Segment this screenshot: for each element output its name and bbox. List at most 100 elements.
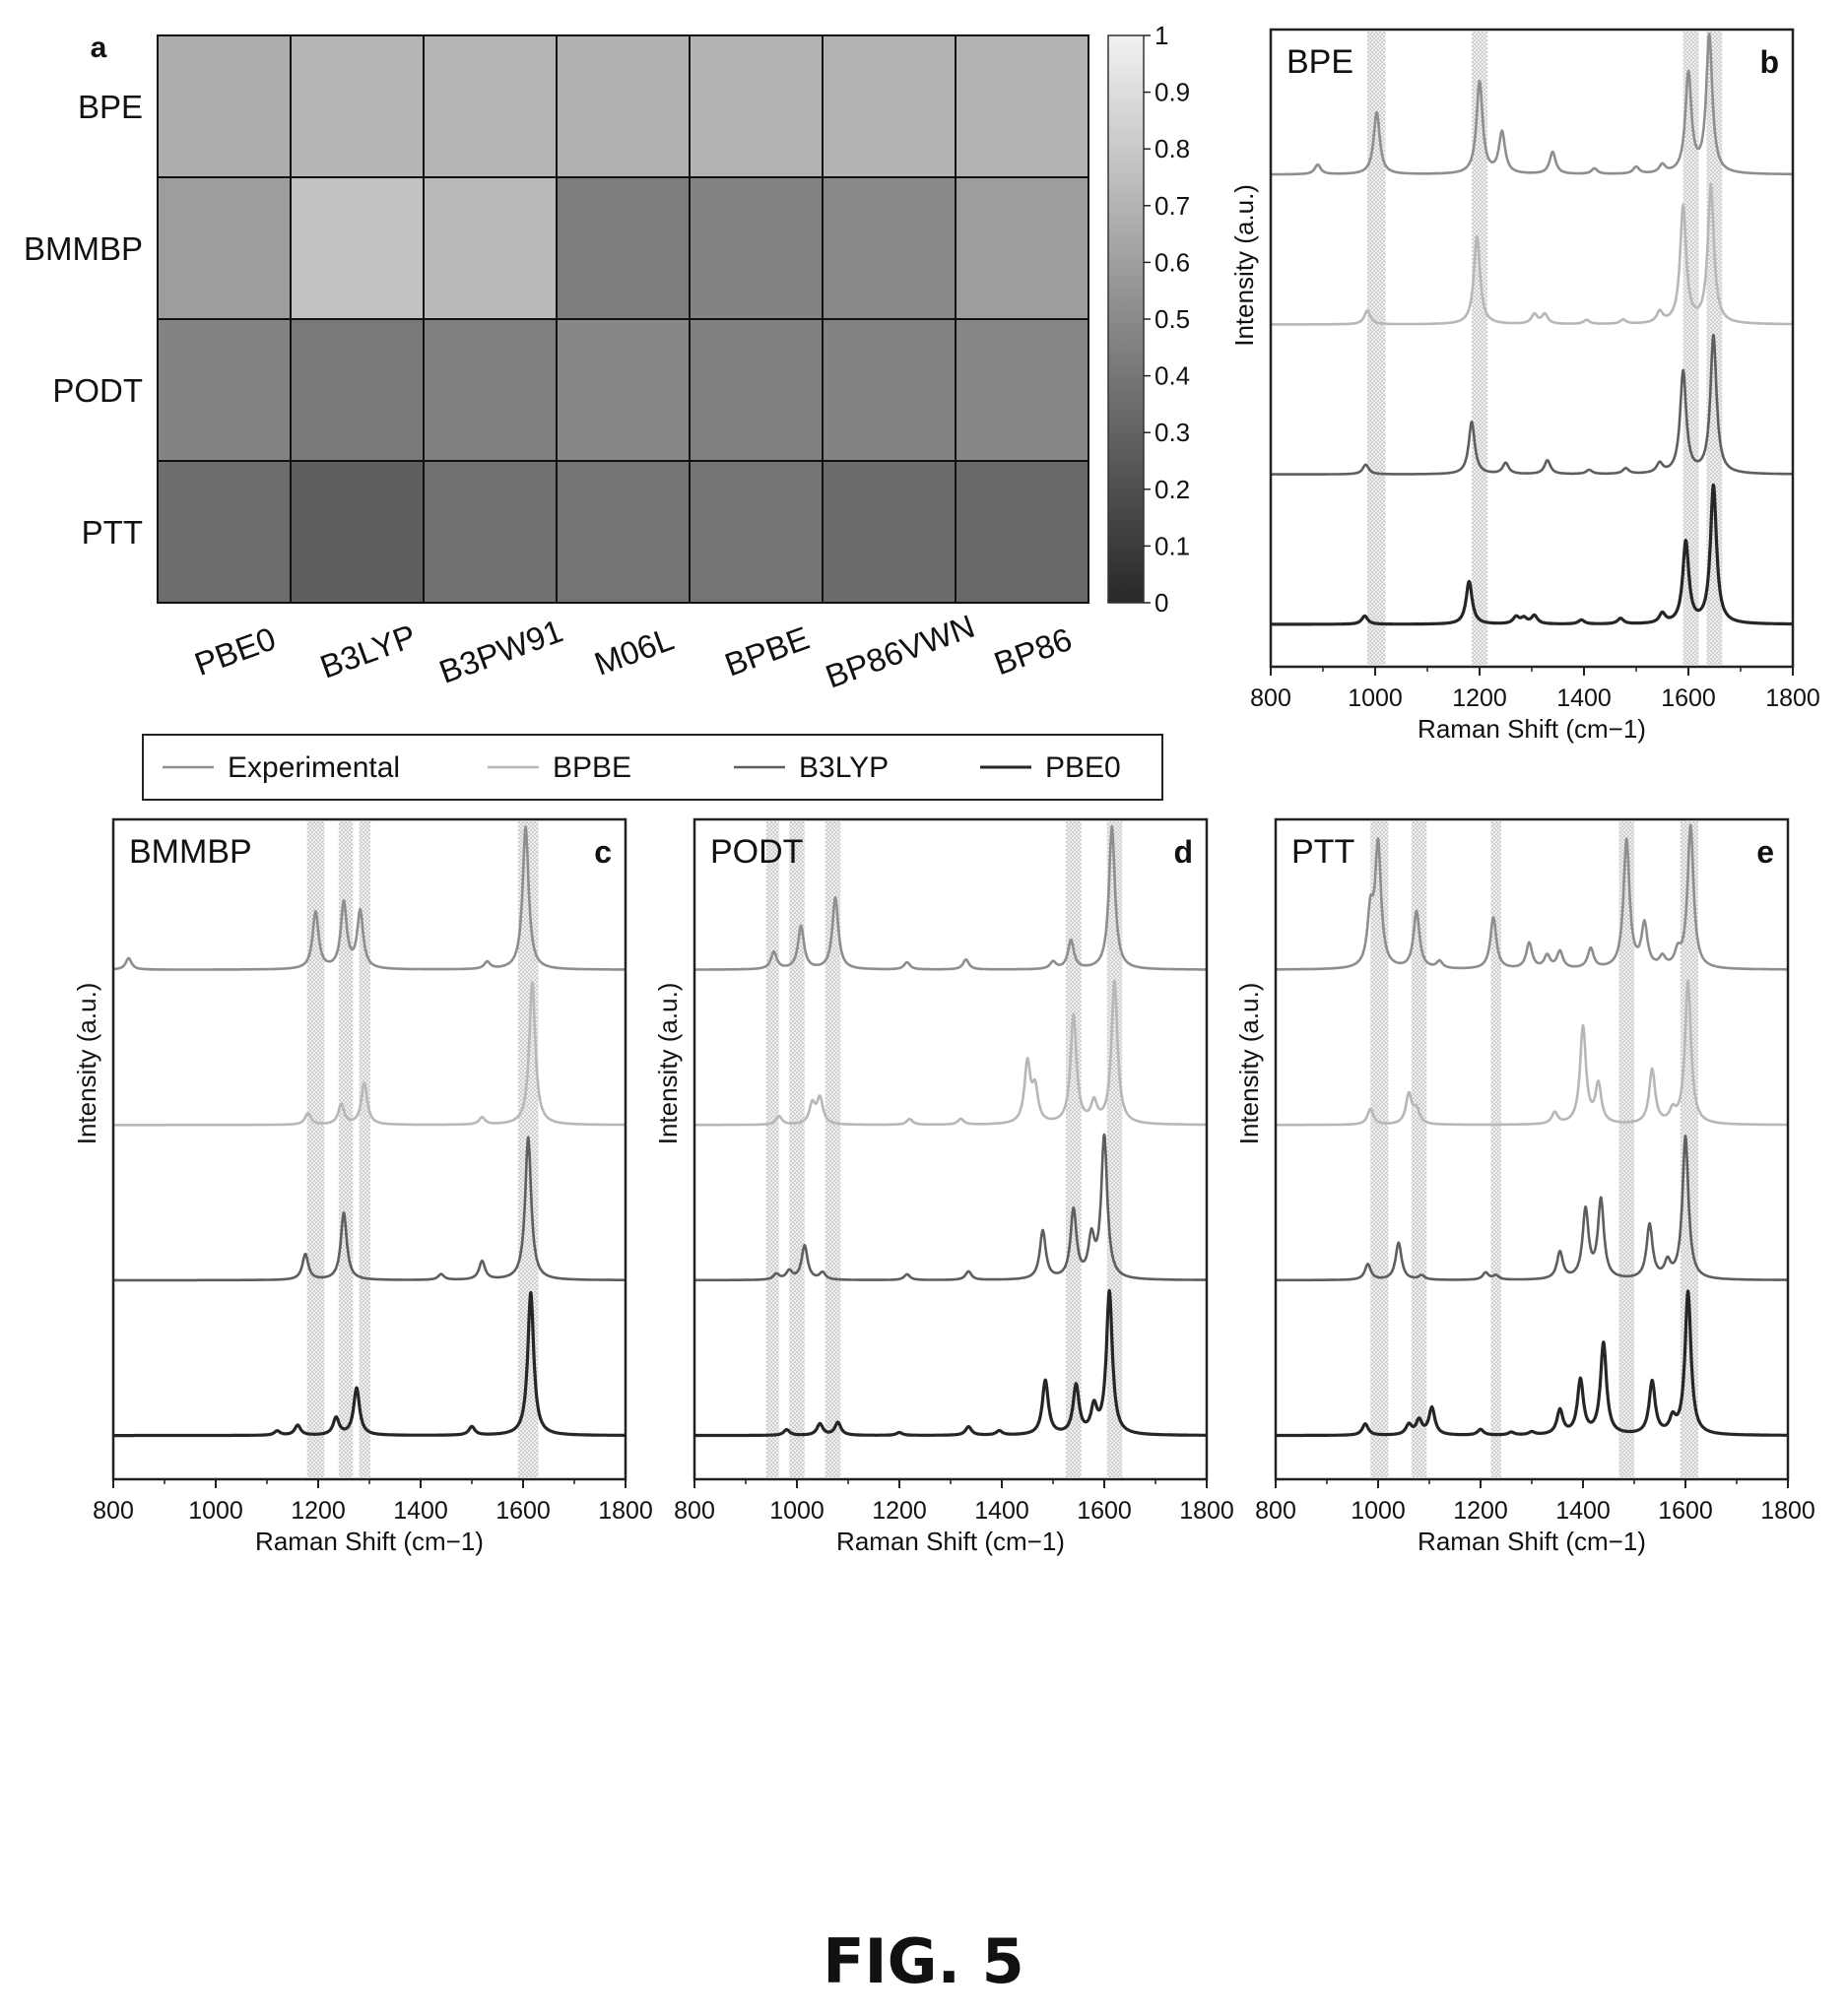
heatmap-column-label: BP86VWN (821, 608, 979, 695)
spectrum-line-pbe0 (1274, 1289, 1790, 1438)
heatmap-cell-bmmbp-m06l (556, 176, 691, 320)
highlight-band (1066, 821, 1082, 1477)
panel-label: c (594, 834, 612, 870)
spectrum-line-experimental (693, 825, 1208, 971)
heatmap-column-label: B3LYP (315, 618, 421, 685)
heatmap-row-label: BPE (78, 89, 143, 125)
x-tick-label: 1800 (1179, 1497, 1234, 1525)
highlight-band (1367, 32, 1386, 665)
figure-caption: FIG. 5 (823, 1925, 1024, 1997)
heatmap-column-label: PBE0 (190, 619, 281, 683)
spectrum-line-experimental (112, 825, 627, 971)
spectrum-line-pbe0 (1269, 483, 1795, 626)
spectrum-panel-b-bpe: 800 1000 1200 1400 1600 1800 BPE b Raman Shift (… (1229, 28, 1820, 744)
heatmap-cell-bpe-bpbe (689, 34, 824, 178)
x-tick-label: 1200 (1453, 1497, 1508, 1525)
legend-label: B3LYP (799, 751, 889, 784)
y-axis-label: Intensity (a.u.) (72, 983, 101, 1145)
x-tick-label: 1800 (1765, 684, 1820, 712)
x-tick-label: 1000 (1351, 1497, 1406, 1525)
highlight-band (1682, 32, 1699, 665)
x-tick-label: 1200 (291, 1497, 346, 1525)
heatmap-cell-bmmbp-b3pw91 (423, 176, 558, 320)
heatmap-cell-podt-bp86 (955, 318, 1089, 462)
colorbar-tick-label: 1 (1154, 21, 1168, 50)
heatmap-cell-bmmbp-bpbe (689, 176, 824, 320)
colorbar-tick-label: 0.6 (1154, 247, 1190, 277)
heatmap-column-label: M06L (589, 620, 678, 683)
highlight-band (1618, 821, 1634, 1477)
highlight-band (359, 821, 371, 1477)
legend-label: Experimental (228, 751, 400, 784)
panel-label: e (1756, 834, 1774, 870)
spectrum-line-pbe0 (693, 1288, 1209, 1438)
x-tick-label: 1600 (1661, 684, 1716, 712)
heatmap-cell-ptt-m06l (556, 460, 691, 604)
legend-label: BPBE (553, 751, 631, 784)
highlight-band (306, 821, 325, 1477)
heatmap-cell-bpe-b3lyp (290, 34, 425, 178)
colorbar-tick-label: 0 (1154, 588, 1168, 618)
x-tick-label: 1000 (1348, 684, 1403, 712)
heatmap-cell-bmmbp-bp86 (955, 176, 1089, 320)
panel-title: BPE (1286, 43, 1353, 81)
x-axis-label: Raman Shift (cm−1) (836, 1527, 1065, 1556)
heatmap-cell-ptt-bpbe (689, 460, 824, 604)
spectrum-line-bpbe (1275, 979, 1789, 1127)
x-tick-label: 800 (1250, 684, 1291, 712)
spectrum-line-experimental (1275, 823, 1789, 971)
highlight-band (1370, 821, 1389, 1477)
heatmap-cell-podt-b3lyp (290, 318, 425, 462)
heatmap-cell-ptt-pbe0 (157, 460, 292, 604)
colorbar (1107, 34, 1145, 604)
x-tick-label: 1600 (495, 1497, 551, 1525)
heatmap-column-label: B3PW91 (434, 613, 567, 690)
panel-label-a: a (91, 32, 107, 64)
spectrum-line-b3lyp (1275, 1135, 1789, 1282)
x-tick-label: 1600 (1658, 1497, 1713, 1525)
x-tick-label: 1400 (1555, 1497, 1611, 1525)
spectrum-panel-d-podt: 800 1000 1200 1400 1600 1800 PODT d Raman Shift … (653, 817, 1234, 1556)
x-axis-label: Raman Shift (cm−1) (255, 1527, 484, 1556)
spectrum-panel-e-ptt: 800 1000 1200 1400 1600 1800 PTT e Raman Shift (… (1234, 817, 1815, 1556)
y-axis-label: Intensity (a.u.) (1229, 184, 1259, 347)
spectrum-line-bpbe (693, 979, 1208, 1127)
heatmap-cell-podt-bp86vwn (822, 318, 956, 462)
x-tick-label: 1000 (769, 1497, 825, 1525)
panel-title: PODT (710, 833, 803, 871)
x-tick-label: 1800 (1760, 1497, 1815, 1525)
highlight-band (765, 821, 779, 1477)
panel-title: PTT (1291, 833, 1354, 871)
highlight-band (1472, 32, 1487, 665)
spectrum-line-bpbe (112, 980, 627, 1127)
x-tick-label: 1800 (598, 1497, 653, 1525)
spectrum-line-b3lyp (693, 1133, 1208, 1282)
colorbar-tick-label: 0.2 (1154, 475, 1190, 504)
colorbar-tick-label: 0.8 (1154, 134, 1190, 163)
heatmap-cell-ptt-bp86vwn (822, 460, 956, 604)
heatmap-column-label: BP86 (989, 620, 1077, 682)
spectrum-line-b3lyp (112, 1136, 627, 1282)
y-axis-label: Intensity (a.u.) (1234, 983, 1264, 1145)
spectrum-line-pbe0 (111, 1290, 627, 1438)
heatmap-cell-bpe-bp86vwn (822, 34, 956, 178)
x-tick-label: 1200 (1452, 684, 1507, 712)
x-tick-label: 800 (674, 1497, 715, 1525)
spectrum-line-experimental (1270, 33, 1794, 176)
heatmap-cell-bpe-bp86 (955, 34, 1089, 178)
heatmap-cell-bpe-pbe0 (157, 34, 292, 178)
plot-frame (1274, 817, 1790, 1481)
colorbar-tick-label: 0.4 (1154, 361, 1190, 391)
x-tick-label: 1400 (393, 1497, 448, 1525)
spectrum-panel-c-bmmbp: 800 1000 1200 1400 1600 1800 BMMBP c Raman Shift… (72, 817, 653, 1556)
x-tick-label: 800 (93, 1497, 134, 1525)
highlight-band (1490, 821, 1501, 1477)
heatmap-cell-podt-bpbe (689, 318, 824, 462)
colorbar-tick-label: 0.5 (1154, 304, 1190, 334)
heatmap-cell-podt-m06l (556, 318, 691, 462)
heatmap-cell-ptt-bp86 (955, 460, 1089, 604)
heatmap-cell-ptt-b3lyp (290, 460, 425, 604)
highlight-band (1411, 821, 1427, 1477)
x-tick-label: 800 (1255, 1497, 1296, 1525)
